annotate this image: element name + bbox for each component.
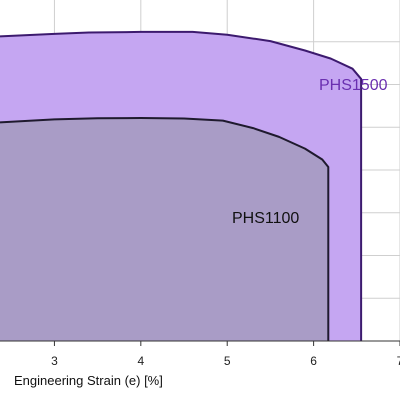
x-axis-label: Engineering Strain (e) [%]	[14, 373, 163, 388]
line-phs1100	[0, 117, 330, 341]
x-ticks	[53, 341, 400, 346]
x-tick-label-1: 4	[137, 354, 144, 368]
x-tick-label-4: 7	[397, 354, 400, 368]
x-tick-label-0: 3	[51, 354, 58, 368]
series-label-phs1100: PHS1100	[232, 210, 299, 227]
series-areas	[0, 31, 362, 341]
x-tick-label-2: 5	[224, 354, 231, 368]
line-phs1500	[0, 30, 363, 341]
x-tick-label-3: 6	[310, 354, 317, 368]
x-tick-labels: 3 4 5 6 7	[51, 354, 400, 368]
series-label-phs1500: PHS1500	[319, 77, 388, 94]
area-phs1100	[0, 118, 329, 341]
series-lines	[0, 30, 363, 341]
